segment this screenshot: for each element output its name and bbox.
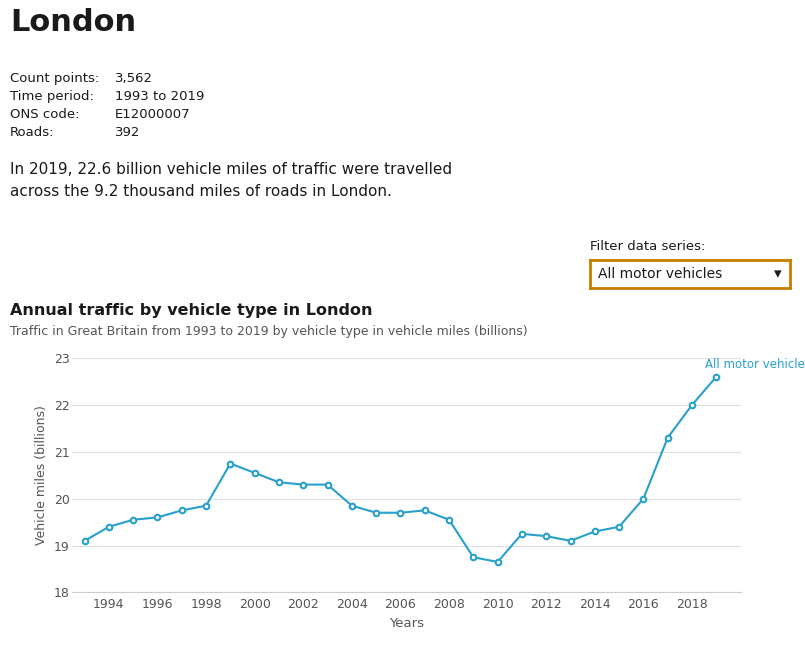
Text: E12000007: E12000007 xyxy=(115,108,191,121)
Text: London: London xyxy=(10,8,136,37)
Text: All motor vehicles: All motor vehicles xyxy=(705,358,805,371)
X-axis label: Years: Years xyxy=(389,616,424,630)
Text: All motor vehicles: All motor vehicles xyxy=(598,267,722,281)
Text: 392: 392 xyxy=(115,126,140,139)
Text: 1993 to 2019: 1993 to 2019 xyxy=(115,90,204,103)
Text: Traffic in Great Britain from 1993 to 2019 by vehicle type in vehicle miles (bil: Traffic in Great Britain from 1993 to 20… xyxy=(10,325,527,338)
Text: Count points:: Count points: xyxy=(10,72,99,85)
Text: ▾: ▾ xyxy=(774,266,782,281)
Text: Roads:: Roads: xyxy=(10,126,55,139)
Text: Annual traffic by vehicle type in London: Annual traffic by vehicle type in London xyxy=(10,303,373,318)
Y-axis label: Vehicle miles (billions): Vehicle miles (billions) xyxy=(35,406,48,545)
Text: Filter data series:: Filter data series: xyxy=(590,240,705,253)
Text: Time period:: Time period: xyxy=(10,90,94,103)
Text: ONS code:: ONS code: xyxy=(10,108,80,121)
Text: 3,562: 3,562 xyxy=(115,72,153,85)
Text: In 2019, 22.6 billion vehicle miles of traffic were travelled
across the 9.2 tho: In 2019, 22.6 billion vehicle miles of t… xyxy=(10,162,452,199)
